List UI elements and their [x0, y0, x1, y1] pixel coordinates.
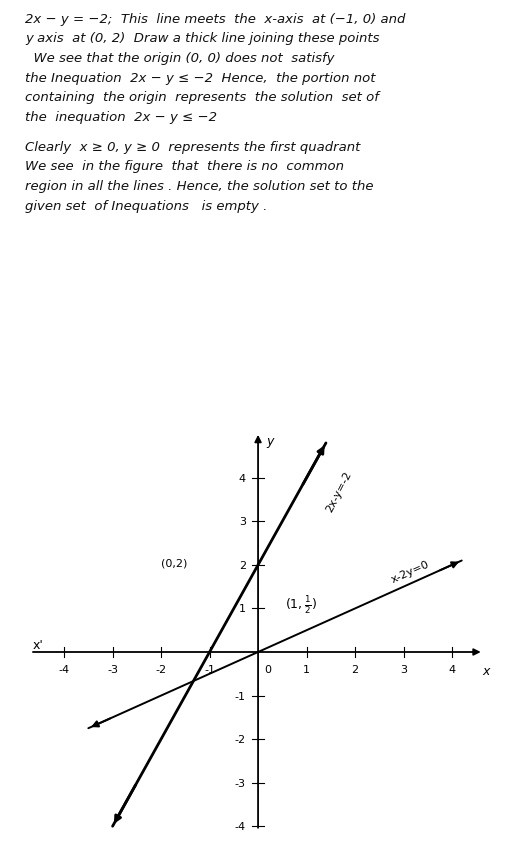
Text: -2: -2 — [234, 734, 245, 745]
Text: the Inequation  2x − y ≤ −2  Hence,  the portion not: the Inequation 2x − y ≤ −2 Hence, the po… — [25, 72, 375, 84]
Text: -2: -2 — [155, 665, 166, 675]
Text: 3: 3 — [399, 665, 406, 675]
Text: y: y — [266, 435, 274, 447]
Text: 4: 4 — [447, 665, 454, 675]
Text: x-2y=0: x-2y=0 — [389, 559, 430, 584]
Text: 4: 4 — [238, 473, 245, 483]
Text: 0: 0 — [264, 665, 270, 675]
Text: Clearly  x ≥ 0, y ≥ 0  represents the first quadrant: Clearly x ≥ 0, y ≥ 0 represents the firs… — [25, 141, 360, 153]
Text: -4: -4 — [234, 821, 245, 832]
Text: -3: -3 — [234, 778, 245, 788]
Text: y axis  at (0, 2)  Draw a thick line joining these points: y axis at (0, 2) Draw a thick line joini… — [25, 32, 379, 45]
Text: given set  of Inequations   is empty .: given set of Inequations is empty . — [25, 199, 267, 212]
Text: 2: 2 — [238, 561, 245, 570]
Text: 2x − y = −2;  This  line meets  the  x-axis  at (−1, 0) and: 2x − y = −2; This line meets the x-axis … — [25, 13, 405, 26]
Text: We see  in the figure  that  there is no  common: We see in the figure that there is no co… — [25, 160, 343, 173]
Text: -3: -3 — [107, 665, 118, 675]
Text: 1: 1 — [238, 604, 245, 613]
Text: x': x' — [32, 638, 43, 651]
Text: We see that the origin (0, 0) does not  satisfy: We see that the origin (0, 0) does not s… — [25, 52, 334, 65]
Text: 2x-y=-2: 2x-y=-2 — [324, 469, 353, 513]
Text: -1: -1 — [234, 691, 245, 700]
Text: (0,2): (0,2) — [161, 558, 187, 568]
Text: region in all the lines . Hence, the solution set to the: region in all the lines . Hence, the sol… — [25, 180, 373, 193]
Text: the  inequation  2x − y ≤ −2: the inequation 2x − y ≤ −2 — [25, 111, 217, 124]
Text: x: x — [481, 665, 489, 677]
Text: 1: 1 — [302, 665, 310, 675]
Text: -4: -4 — [59, 665, 70, 675]
Text: $(1,\frac{1}{2})$: $(1,\frac{1}{2})$ — [284, 594, 316, 615]
Text: 3: 3 — [238, 516, 245, 527]
Text: 2: 2 — [351, 665, 358, 675]
Text: -1: -1 — [204, 665, 215, 675]
Text: containing  the origin  represents  the solution  set of: containing the origin represents the sol… — [25, 91, 378, 104]
